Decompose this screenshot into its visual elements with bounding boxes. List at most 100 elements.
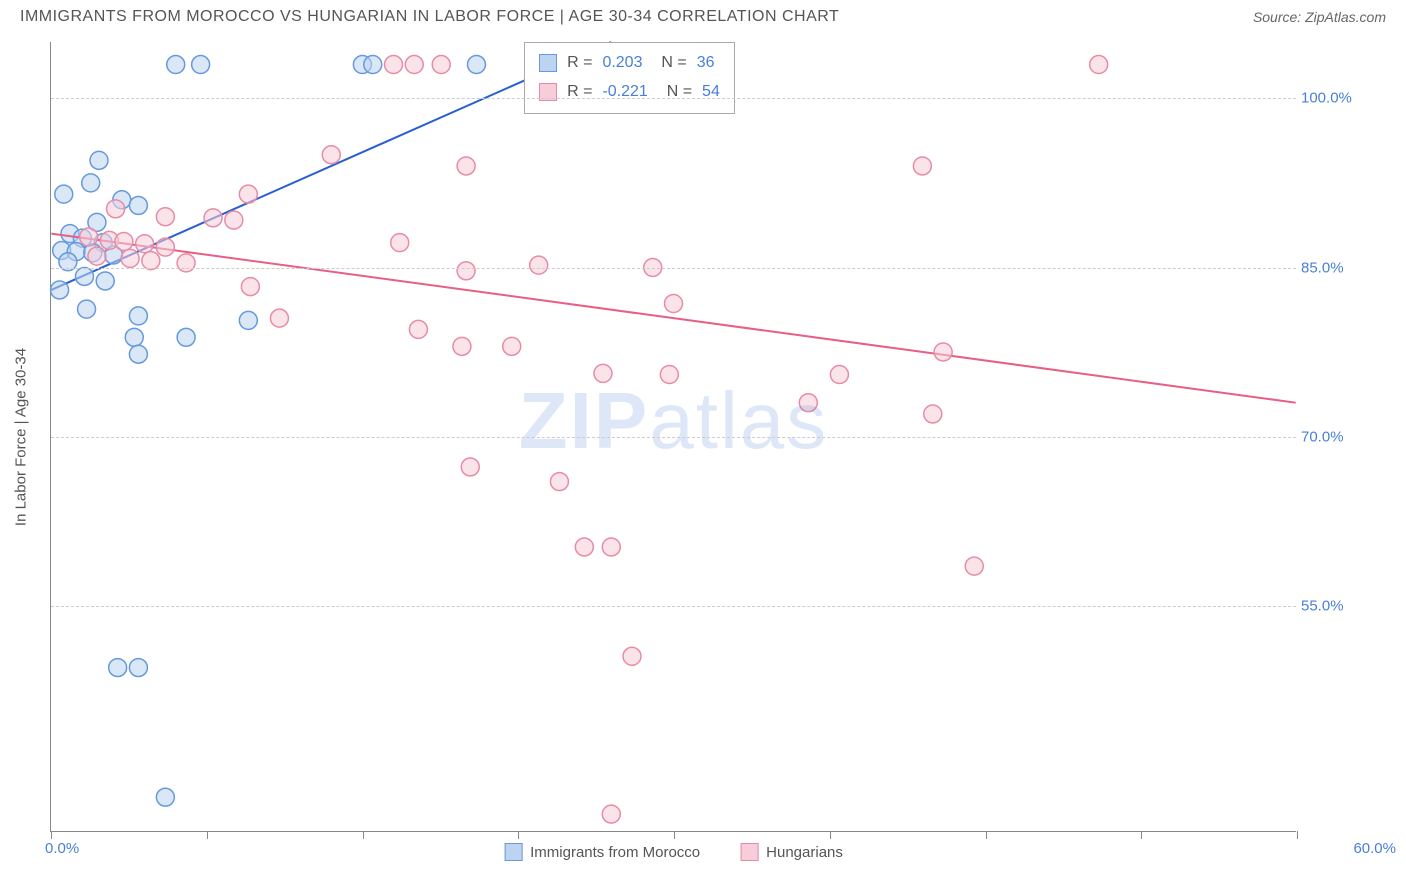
data-point [799,394,817,412]
legend-label-2: Hungarians [766,844,843,861]
x-tick [1297,831,1298,839]
stats-r-label-2: R = [567,78,592,107]
data-point [129,307,147,325]
data-point [467,56,485,74]
data-point [530,256,548,274]
data-point [192,56,210,74]
data-point [934,343,952,361]
data-point [115,233,133,251]
legend-bottom: Immigrants from Morocco Hungarians [504,843,843,861]
data-point [322,146,340,164]
data-point [270,309,288,327]
gridline [51,98,1296,99]
data-point [575,538,593,556]
data-point [51,281,69,299]
stats-swatch-1 [539,54,557,72]
source-label: Source: ZipAtlas.com [1253,9,1386,25]
data-point [385,56,403,74]
data-point [125,328,143,346]
data-point [432,56,450,74]
data-point [602,538,620,556]
data-point [225,211,243,229]
x-tick [1141,831,1142,839]
data-point [136,235,154,253]
data-point [503,337,521,355]
gridline [51,606,1296,607]
gridline [51,268,1296,269]
legend-swatch-2 [740,843,758,861]
data-point [156,208,174,226]
data-point [129,196,147,214]
stats-n-val-1: 36 [697,49,715,78]
x-tick [986,831,987,839]
data-point [665,295,683,313]
data-point [55,185,73,203]
data-point [830,366,848,384]
gridline [51,437,1296,438]
legend-item-2: Hungarians [740,843,843,861]
legend-item-1: Immigrants from Morocco [504,843,700,861]
chart-title: IMMIGRANTS FROM MOROCCO VS HUNGARIAN IN … [20,8,839,26]
data-point [121,249,139,267]
data-point [88,247,106,265]
data-point [239,185,257,203]
stats-row-series1: R = 0.203 N = 36 [539,49,720,78]
data-point [453,337,471,355]
x-tick [207,831,208,839]
data-point [156,238,174,256]
stats-n-val-2: 54 [702,78,720,107]
x-tick [674,831,675,839]
data-point [156,788,174,806]
data-point [924,405,942,423]
y-axis-label: In Labor Force | Age 30-34 [13,347,30,525]
x-tick [51,831,52,839]
x-tick [830,831,831,839]
stats-row-series2: R = -0.221 N = 54 [539,78,720,107]
data-point [90,151,108,169]
data-point [129,659,147,677]
data-point [167,56,185,74]
legend-swatch-1 [504,843,522,861]
y-tick-label: 100.0% [1301,90,1381,107]
data-point [80,228,98,246]
data-point [177,254,195,272]
chart-plot-area: In Labor Force | Age 30-34 ZIPatlas R = … [50,42,1296,832]
data-point [364,56,382,74]
data-point [1090,56,1108,74]
data-point [594,364,612,382]
x-tick [518,831,519,839]
stats-legend-box: R = 0.203 N = 36 R = -0.221 N = 54 [524,42,735,114]
stats-n-label-2: N = [658,78,692,107]
y-tick-label: 85.0% [1301,259,1381,276]
data-point [623,647,641,665]
data-point [82,174,100,192]
data-point [239,311,257,329]
data-point [75,267,93,285]
data-point [409,320,427,338]
data-point [78,300,96,318]
x-axis-max-label: 60.0% [1353,840,1396,857]
x-axis-min-label: 0.0% [45,840,79,857]
data-point [602,805,620,823]
data-point [405,56,423,74]
data-point [457,157,475,175]
data-point [96,272,114,290]
data-point [129,345,147,363]
data-point [660,366,678,384]
stats-r-label-1: R = [567,49,592,78]
data-point [457,262,475,280]
data-point [965,557,983,575]
data-point [391,234,409,252]
data-point [913,157,931,175]
y-tick-label: 55.0% [1301,598,1381,615]
data-point [204,209,222,227]
x-tick [363,831,364,839]
y-tick-label: 70.0% [1301,429,1381,446]
data-point [550,473,568,491]
data-point [461,458,479,476]
data-point [107,200,125,218]
data-point [177,328,195,346]
legend-label-1: Immigrants from Morocco [530,844,700,861]
stats-r-val-1: 0.203 [602,49,642,78]
stats-r-val-2: -0.221 [602,78,647,107]
